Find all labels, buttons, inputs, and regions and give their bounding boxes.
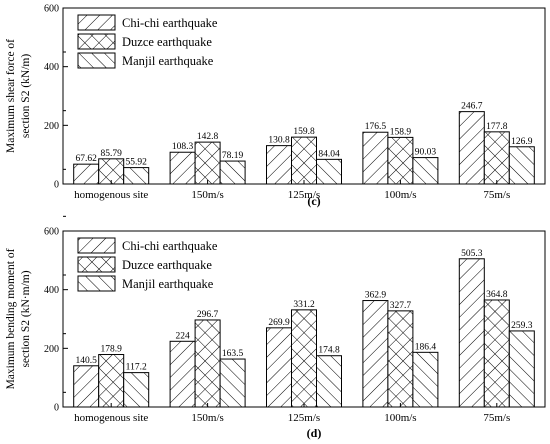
bar bbox=[219, 358, 246, 408]
legend-swatch bbox=[77, 14, 116, 31]
bar bbox=[412, 157, 439, 185]
bar bbox=[508, 330, 535, 408]
bar-value-label: 67.62 bbox=[76, 154, 98, 164]
legend-label: Duzce earthquake bbox=[122, 35, 212, 49]
bar-value-label: 259.3 bbox=[511, 321, 533, 331]
bar bbox=[316, 355, 342, 408]
bar bbox=[123, 372, 150, 408]
bar-value-label: 78.19 bbox=[222, 151, 244, 161]
x-category-label: 100m/s bbox=[384, 189, 416, 201]
bar-value-label: 126.9 bbox=[511, 137, 533, 147]
legend-label: Manjil earthquake bbox=[122, 54, 214, 68]
bar bbox=[362, 300, 389, 408]
bar-value-label: 142.8 bbox=[197, 132, 219, 142]
legend-swatch bbox=[77, 256, 116, 273]
x-category-label: homogenous site bbox=[74, 189, 148, 201]
bar bbox=[387, 136, 414, 185]
bar-value-label: 85.79 bbox=[101, 149, 123, 159]
bar bbox=[169, 151, 196, 185]
bar-value-label: 186.4 bbox=[415, 342, 437, 352]
x-category-label: 75m/s bbox=[483, 412, 510, 424]
x-category-label: 150m/s bbox=[191, 412, 223, 424]
bar bbox=[291, 309, 317, 408]
bar bbox=[266, 145, 292, 185]
bar bbox=[219, 160, 246, 185]
y-tick-label: 600 bbox=[44, 227, 59, 238]
bar-value-label: 55.92 bbox=[126, 158, 148, 168]
bar bbox=[291, 136, 317, 185]
bar-value-label: 505.3 bbox=[461, 249, 483, 259]
panel-label: (d) bbox=[307, 426, 322, 440]
legend-swatch bbox=[77, 275, 116, 292]
y-tick-label: 0 bbox=[54, 180, 59, 191]
legend-swatch bbox=[77, 237, 116, 254]
bar bbox=[483, 299, 510, 408]
bar bbox=[123, 167, 150, 185]
y-tick-label: 400 bbox=[44, 285, 59, 296]
bar bbox=[73, 365, 100, 408]
bar-value-label: 90.03 bbox=[415, 148, 437, 158]
legend-label: Manjil earthquake bbox=[122, 277, 214, 291]
y-axis-label: Maximum bending moment of bbox=[5, 248, 17, 389]
bar-value-label: 362.9 bbox=[365, 291, 387, 301]
legend-label: Chi-chi earthquake bbox=[122, 239, 218, 253]
y-tick-label: 0 bbox=[54, 403, 59, 414]
bar-value-label: 163.5 bbox=[222, 349, 244, 359]
x-category-label: 150m/s bbox=[191, 189, 223, 201]
x-category-label: 100m/s bbox=[384, 412, 416, 424]
y-axis-label: Maximum shear force of bbox=[5, 39, 17, 153]
bar-value-label: 84.04 bbox=[318, 149, 340, 159]
x-category-label: homogenous site bbox=[74, 412, 148, 424]
bar bbox=[458, 111, 485, 185]
x-category-label: 125m/s bbox=[288, 189, 320, 201]
bar bbox=[387, 310, 414, 408]
bar bbox=[483, 131, 510, 185]
bar bbox=[412, 351, 439, 408]
bar bbox=[73, 163, 100, 185]
bar-value-label: 159.8 bbox=[293, 127, 315, 137]
chart-panel-c: 0 200 400 600 Maximum shear force of section … bbox=[5, 4, 546, 208]
bar-value-label: 246.7 bbox=[461, 102, 483, 112]
bar-value-label: 269.9 bbox=[268, 318, 290, 328]
y-axis-label: section S2 (kN·m/m) bbox=[20, 270, 32, 367]
y-tick-label: 200 bbox=[44, 121, 59, 132]
chart-panel-d: 0 200 400 600 Maximum bending moment of secti… bbox=[5, 215, 546, 440]
bar-value-label: 174.8 bbox=[318, 346, 340, 356]
bar-value-label: 296.7 bbox=[197, 310, 219, 320]
bar-value-label: 158.9 bbox=[390, 127, 412, 137]
bar-value-label: 177.8 bbox=[486, 122, 508, 132]
legend-swatch bbox=[77, 52, 116, 69]
bar bbox=[508, 146, 535, 185]
bar bbox=[98, 354, 125, 408]
legend-label: Chi-chi earthquake bbox=[122, 16, 218, 30]
bar-value-label: 140.5 bbox=[76, 356, 98, 366]
bar-value-label: 108.3 bbox=[172, 142, 194, 152]
bar-value-label: 176.5 bbox=[365, 122, 387, 132]
bar bbox=[169, 340, 196, 408]
bar bbox=[316, 158, 342, 185]
bar-value-label: 331.2 bbox=[293, 300, 315, 310]
bar bbox=[458, 258, 485, 408]
y-tick-label: 200 bbox=[44, 344, 59, 355]
bar-value-label: 364.8 bbox=[486, 290, 508, 300]
x-category-label: 125m/s bbox=[288, 412, 320, 424]
bar-value-label: 178.9 bbox=[101, 345, 123, 355]
bar bbox=[266, 327, 292, 408]
bar bbox=[194, 141, 221, 185]
panel-label: (c) bbox=[307, 194, 320, 208]
legend-swatch bbox=[77, 33, 116, 50]
y-tick-label: 600 bbox=[44, 4, 59, 15]
x-category-label: 75m/s bbox=[483, 189, 510, 201]
bar-value-label: 327.7 bbox=[390, 301, 412, 311]
bar-value-label: 130.8 bbox=[268, 136, 290, 146]
bar-value-label: 117.2 bbox=[126, 363, 147, 373]
bar bbox=[194, 319, 221, 408]
bar-value-label: 224 bbox=[175, 331, 190, 341]
y-axis-label: section S2 (kN/m) bbox=[20, 54, 32, 138]
bar bbox=[362, 131, 389, 185]
legend-label: Duzce earthquake bbox=[122, 258, 212, 272]
y-tick-label: 400 bbox=[44, 62, 59, 73]
